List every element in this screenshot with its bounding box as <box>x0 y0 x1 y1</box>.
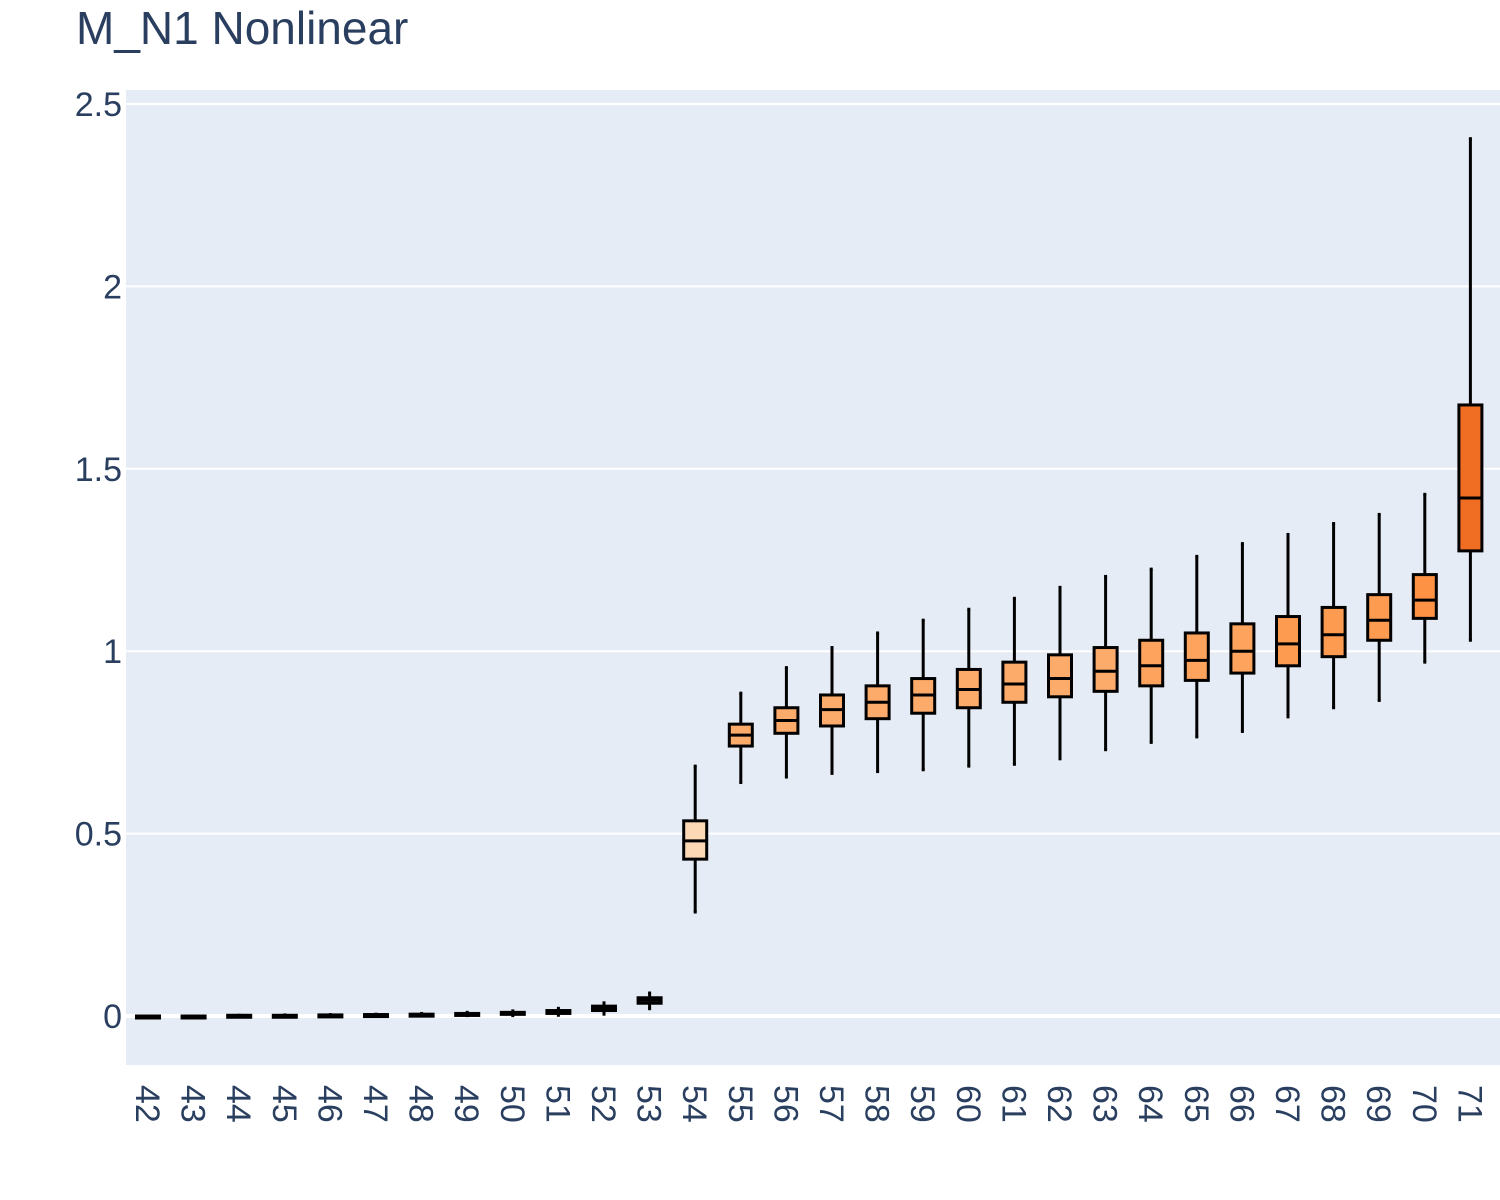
box-60 <box>955 607 982 768</box>
box-body <box>1366 593 1393 642</box>
box-body <box>1457 403 1484 553</box>
box-45 <box>271 1013 298 1019</box>
x-tick-label: 46 <box>310 1085 348 1123</box>
box-body <box>1092 646 1119 693</box>
x-tick-label: 62 <box>1040 1085 1078 1123</box>
box-57 <box>819 646 845 775</box>
x-tick-label: 59 <box>903 1085 941 1123</box>
box-62 <box>1047 585 1073 761</box>
y-tick-label: 2.5 <box>75 86 122 124</box>
plot-area-background <box>126 90 1500 1065</box>
x-tick-label: 51 <box>538 1085 576 1123</box>
box-43 <box>180 1014 207 1020</box>
x-tick-label: 45 <box>265 1085 303 1123</box>
y-tick-label: 1 <box>103 633 122 671</box>
x-tick-label: 47 <box>356 1085 394 1123</box>
box-42 <box>135 1014 161 1020</box>
x-tick-label: 50 <box>493 1085 531 1123</box>
box-body <box>1138 638 1165 688</box>
x-tick-label: 70 <box>1405 1085 1443 1123</box>
box-body <box>1001 660 1028 704</box>
box-44 <box>226 1013 253 1019</box>
box-body <box>1320 605 1347 659</box>
box-55 <box>727 691 754 785</box>
box-59 <box>910 618 937 772</box>
x-tick-label: 58 <box>858 1085 896 1123</box>
x-tick-label: 52 <box>584 1085 622 1123</box>
x-tick-label: 54 <box>675 1085 713 1123</box>
y-tick-label: 0 <box>103 998 122 1036</box>
x-tick-label: 71 <box>1450 1085 1488 1123</box>
x-tick-label: 65 <box>1177 1085 1215 1123</box>
box-body <box>1411 573 1438 620</box>
box-68 <box>1320 522 1347 710</box>
chart-title: M_N1 Nonlinear <box>76 2 409 54</box>
x-tick-label: 63 <box>1086 1085 1124 1123</box>
y-tick-label: 0.5 <box>75 816 122 854</box>
box-series <box>135 137 1484 1020</box>
box-56 <box>773 666 800 779</box>
box-52 <box>591 1001 617 1016</box>
box-body <box>1275 615 1301 668</box>
x-tick-label: 55 <box>721 1085 759 1123</box>
x-tick-label: 42 <box>128 1085 166 1123</box>
x-tick-label: 64 <box>1131 1085 1169 1123</box>
box-49 <box>454 1010 481 1018</box>
box-66 <box>1229 542 1256 733</box>
x-tick-label: 67 <box>1268 1085 1306 1123</box>
box-63 <box>1092 574 1119 752</box>
x-tick-label: 66 <box>1222 1085 1260 1123</box>
x-tick-label: 49 <box>447 1085 485 1123</box>
x-tick-label: 61 <box>994 1085 1032 1123</box>
box-70 <box>1411 492 1438 664</box>
box-67 <box>1275 532 1301 719</box>
box-61 <box>1001 596 1028 766</box>
box-65 <box>1183 554 1210 739</box>
box-body <box>1229 622 1256 675</box>
x-tick-label: 57 <box>812 1085 850 1123</box>
y-tick-label: 1.5 <box>75 451 122 489</box>
box-58 <box>864 631 891 774</box>
box-46 <box>317 1013 344 1019</box>
x-tick-label: 60 <box>949 1085 987 1123</box>
box-50 <box>499 1009 526 1018</box>
x-tick-label: 48 <box>402 1085 440 1123</box>
box-48 <box>408 1011 435 1018</box>
x-tick-label: 56 <box>766 1085 804 1123</box>
y-axis-ticks: 0 0.5 1 1.5 2 2.5 <box>75 86 122 1036</box>
box-69 <box>1366 512 1393 702</box>
box-54 <box>682 764 709 914</box>
box-47 <box>363 1012 389 1019</box>
box-51 <box>545 1006 572 1017</box>
box-53 <box>636 991 663 1011</box>
x-tick-label: 44 <box>219 1085 257 1123</box>
box-body <box>1047 653 1073 699</box>
y-tick-label: 2 <box>103 268 122 306</box>
x-tick-label: 69 <box>1359 1085 1397 1123</box>
x-tick-label: 43 <box>174 1085 212 1123</box>
box-64 <box>1138 567 1165 744</box>
box-body <box>1183 631 1210 682</box>
grid-lines <box>126 103 1500 1018</box>
x-tick-label: 68 <box>1314 1085 1352 1123</box>
box-71 <box>1457 137 1484 642</box>
x-axis-ticks: 42 43 44 45 46 47 48 49 50 51 52 53 54 55 56 57 58 59 60 61… <box>128 1085 1488 1123</box>
x-tick-label: 53 <box>630 1085 668 1123</box>
